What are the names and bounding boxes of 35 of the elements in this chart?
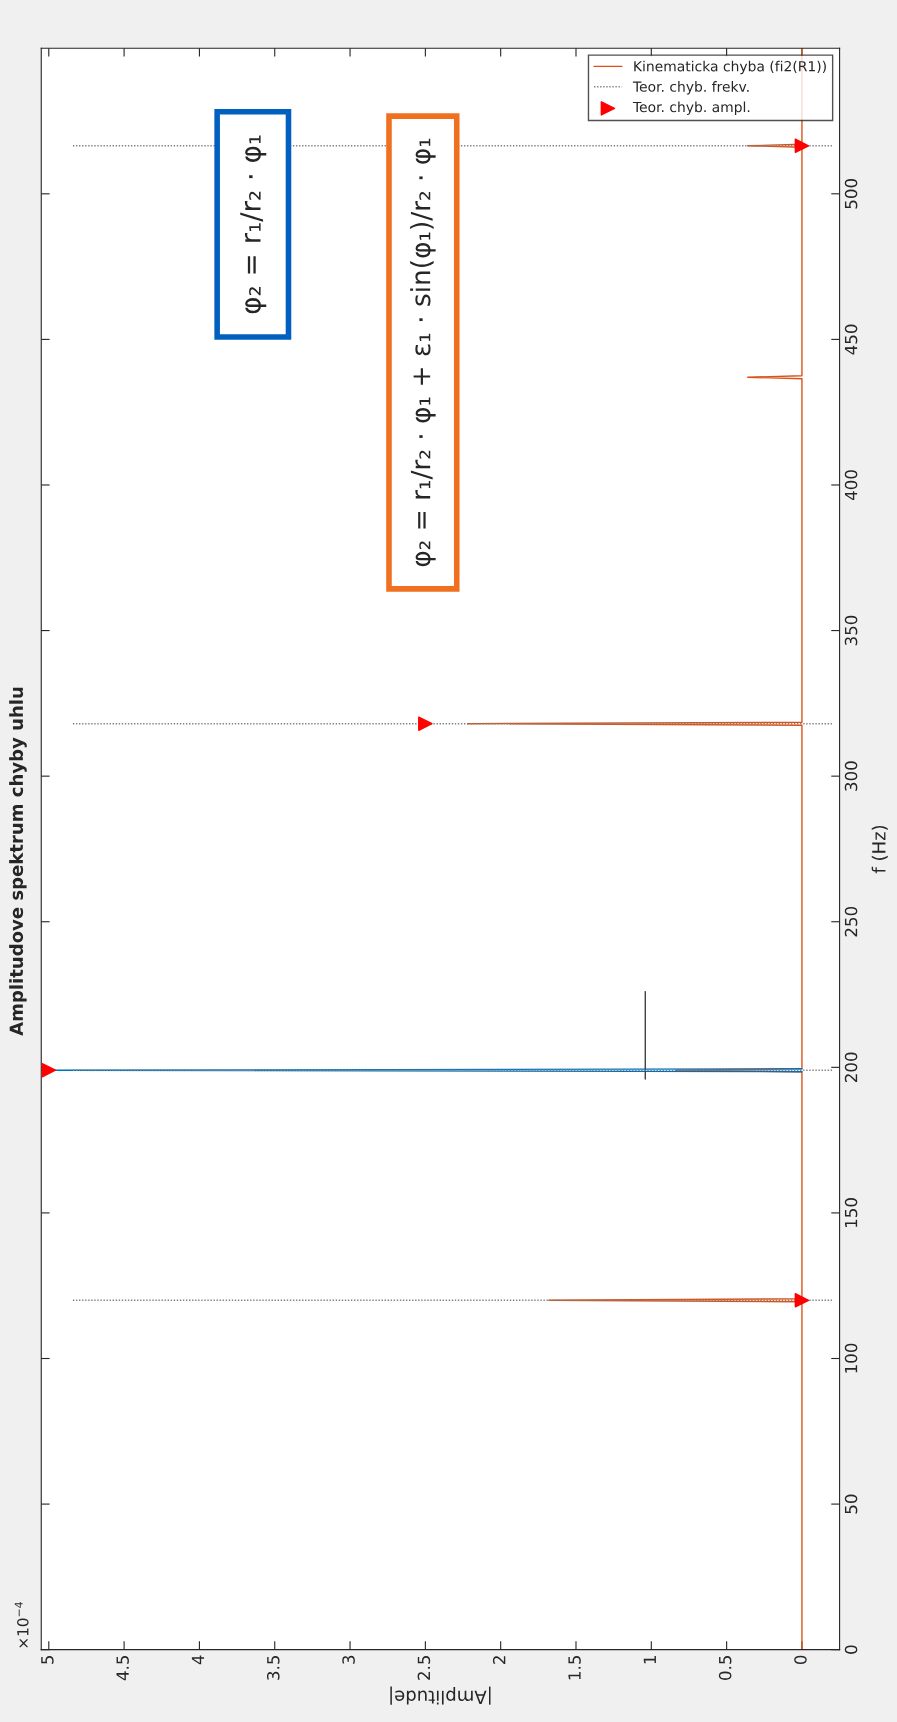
y-tick-label: 400 — [844, 470, 858, 501]
y-tick-label: 350 — [844, 615, 858, 646]
legend-label: Teor. chyb. ampl. — [632, 101, 750, 115]
point — [794, 1292, 810, 1308]
y-tick-label: 500 — [844, 179, 858, 209]
x-tick-label: 4.5 — [116, 1655, 129, 1681]
x-tick-label: 2.5 — [417, 1655, 431, 1680]
y-tick-label: 300 — [844, 761, 858, 791]
x-tick-label: 3.5 — [266, 1655, 280, 1680]
x-tick-label: 2 — [492, 1656, 506, 1664]
x-tick-label: 3 — [342, 1655, 355, 1664]
y-tick-label: 100 — [844, 1343, 858, 1373]
x-tick-label: 0 — [794, 1655, 807, 1665]
y-tick-label: 50 — [844, 1494, 858, 1514]
point — [418, 716, 433, 732]
text: ×10$^{−4}$ — [14, 1602, 29, 1648]
x-tick-label: 5 — [41, 1655, 54, 1664]
text: Amplitudove spektrum chyby uhlu — [9, 687, 27, 1036]
y-tick-label: 250 — [844, 906, 858, 937]
y-tick-label: 150 — [844, 1198, 858, 1227]
x-tick-label: 1 — [643, 1656, 656, 1664]
legend-label: Teor. chyb. frekv. — [632, 81, 749, 95]
y-tick-label: 450 — [844, 324, 858, 355]
annotation: φ₂ = r₁/r₂ · φ₁ + ε₁ · sin(φ₁)/r₂ · φ₁ — [410, 138, 436, 567]
y-tick-label: 200 — [844, 1052, 858, 1083]
legend-label: Kinematicka chyba (fi2(R1)) — [634, 60, 826, 75]
y-tick-label: 0 — [844, 1645, 858, 1654]
point — [794, 138, 810, 154]
point — [41, 1062, 57, 1078]
x-tick-label: 0.5 — [718, 1655, 732, 1680]
x-tick-label: 4 — [191, 1655, 205, 1665]
x-tick-label: 1.5 — [568, 1655, 581, 1680]
y-axis-title: f (Hz) — [871, 825, 888, 874]
annotation: φ₂ = r₁/r₂ · φ₁ — [240, 135, 267, 314]
x-axis-title: |Amplitude| — [390, 1686, 491, 1705]
